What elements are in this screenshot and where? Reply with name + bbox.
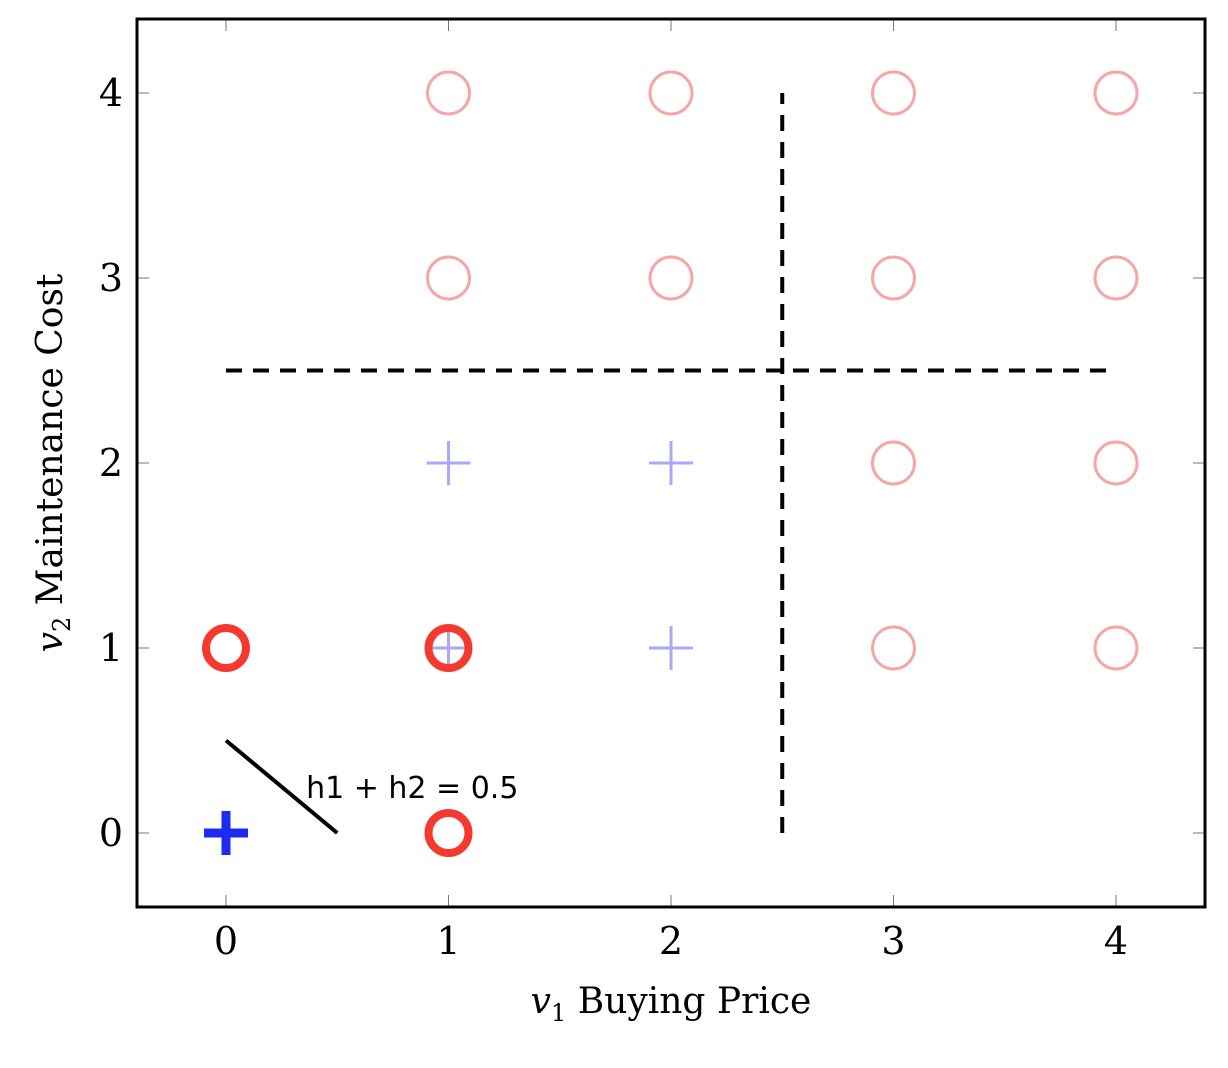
boundary-annotation: h1 + h2 = 0.5 — [306, 771, 518, 806]
circle-point — [426, 255, 471, 301]
plus-point-bold — [204, 811, 248, 855]
y-tick-label: 2 — [99, 441, 123, 485]
circle-point — [426, 70, 471, 116]
x-tick-label: 1 — [436, 919, 460, 963]
circle-point — [1093, 255, 1139, 301]
marks-layer — [202, 70, 1139, 857]
x-axis-sub: 1 — [551, 999, 566, 1027]
plus-point — [426, 441, 471, 485]
circle-point-bold — [424, 624, 473, 672]
x-axis-text: Buying Price — [578, 981, 812, 1022]
ticks-layer: 0 1 2 3 4 0 1 2 3 4 — [99, 19, 1205, 963]
y-axis-text: Maintenance Cost — [30, 273, 71, 605]
y-tick-label: 0 — [99, 811, 123, 855]
circle-point — [1093, 70, 1139, 116]
x-tick-label: 4 — [1104, 919, 1128, 963]
y-axis-label: v2 Maintenance Cost — [30, 273, 76, 652]
circle-point — [871, 70, 916, 116]
plot-frame — [135, 17, 1207, 909]
circle-point-bold — [424, 809, 473, 857]
y-tick-label: 4 — [99, 71, 123, 115]
plus-point — [426, 626, 471, 670]
circle-point — [648, 70, 694, 116]
circle-point — [871, 625, 916, 671]
plus-point — [649, 626, 693, 670]
y-tick-label: 1 — [99, 626, 123, 670]
x-axis-var: v — [531, 981, 551, 1022]
x-axis-label: v1 Buying Price — [531, 981, 812, 1027]
x-tick-label: 0 — [214, 919, 238, 963]
x-tick-label: 2 — [659, 919, 683, 963]
circle-point — [1093, 625, 1139, 671]
circle-point-bold — [202, 624, 250, 672]
x-tick-label: 3 — [881, 919, 905, 963]
y-axis-sub: 2 — [48, 617, 76, 632]
solid-boundary-line — [224, 738, 339, 835]
circle-point — [1093, 440, 1139, 486]
circle-point — [871, 440, 916, 486]
y-axis-var: v — [30, 632, 71, 652]
y-tick-label: 3 — [99, 256, 123, 300]
circle-point — [871, 255, 916, 301]
circle-point — [648, 255, 694, 301]
plus-point — [649, 441, 693, 485]
